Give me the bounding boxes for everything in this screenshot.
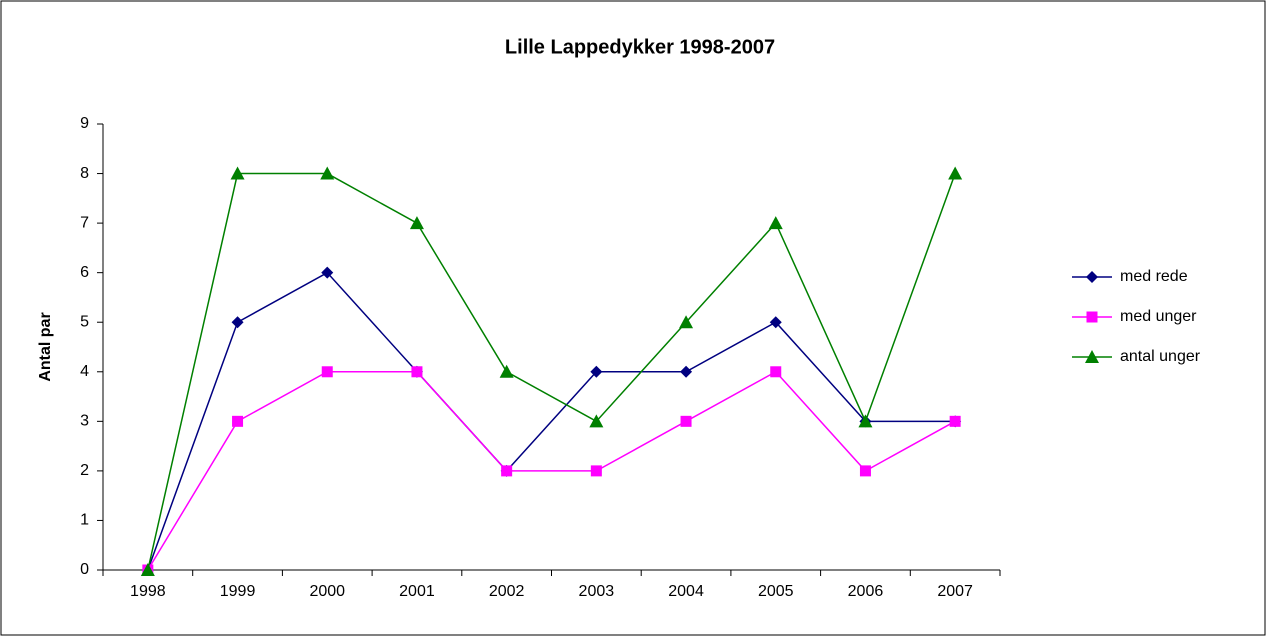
y-axis-label: Antal par [37, 312, 54, 381]
data-point [859, 465, 871, 477]
data-point [590, 365, 603, 378]
x-tick-label: 2006 [848, 583, 884, 600]
data-point [411, 366, 423, 378]
legend-marker [1086, 311, 1098, 323]
x-tick-label: 2001 [399, 583, 435, 600]
x-tick-label: 1999 [220, 583, 256, 600]
data-point [680, 365, 693, 378]
data-point [232, 415, 244, 427]
data-point [409, 216, 424, 230]
chart-title: Lille Lappedykker 1998-2007 [505, 36, 775, 58]
y-tick-label: 6 [80, 264, 89, 281]
data-point [949, 415, 961, 427]
data-point [769, 316, 782, 329]
y-tick-label: 1 [80, 512, 89, 529]
series-line [147, 172, 956, 571]
legend-marker [1086, 271, 1098, 283]
data-point [590, 465, 602, 477]
x-tick-label: 2004 [668, 583, 704, 600]
data-point [768, 216, 783, 230]
y-tick-label: 2 [80, 462, 89, 479]
legend-label: antal unger [1120, 348, 1201, 365]
data-point [858, 414, 873, 428]
data-point [501, 465, 513, 477]
y-tick-label: 5 [80, 313, 89, 330]
data-point [499, 364, 514, 378]
data-point [321, 366, 333, 378]
series-line [147, 370, 956, 571]
y-tick-label: 3 [80, 413, 89, 430]
data-point [770, 366, 782, 378]
y-tick-label: 9 [80, 115, 89, 132]
data-point [230, 166, 245, 180]
legend-marker [1085, 350, 1099, 363]
x-tick-label: 2007 [937, 583, 973, 600]
data-point [321, 266, 334, 279]
y-tick-label: 8 [80, 165, 89, 182]
data-point [679, 315, 694, 329]
y-tick-label: 7 [80, 214, 89, 231]
data-point [140, 563, 155, 576]
legend-label: med rede [1120, 268, 1188, 285]
legend-label: med unger [1120, 308, 1197, 325]
x-tick-label: 2005 [758, 583, 794, 600]
data-point [320, 166, 335, 180]
x-tick-label: 2000 [309, 583, 345, 600]
data-point [948, 166, 963, 180]
data-point [231, 316, 244, 329]
y-tick-label: 4 [80, 363, 89, 380]
series-line [147, 271, 956, 571]
data-point [680, 415, 692, 427]
x-tick-label: 2002 [489, 583, 525, 600]
x-tick-label: 1998 [130, 583, 166, 600]
x-tick-label: 2003 [579, 583, 615, 600]
y-tick-label: 0 [80, 561, 89, 578]
data-point [589, 414, 604, 428]
